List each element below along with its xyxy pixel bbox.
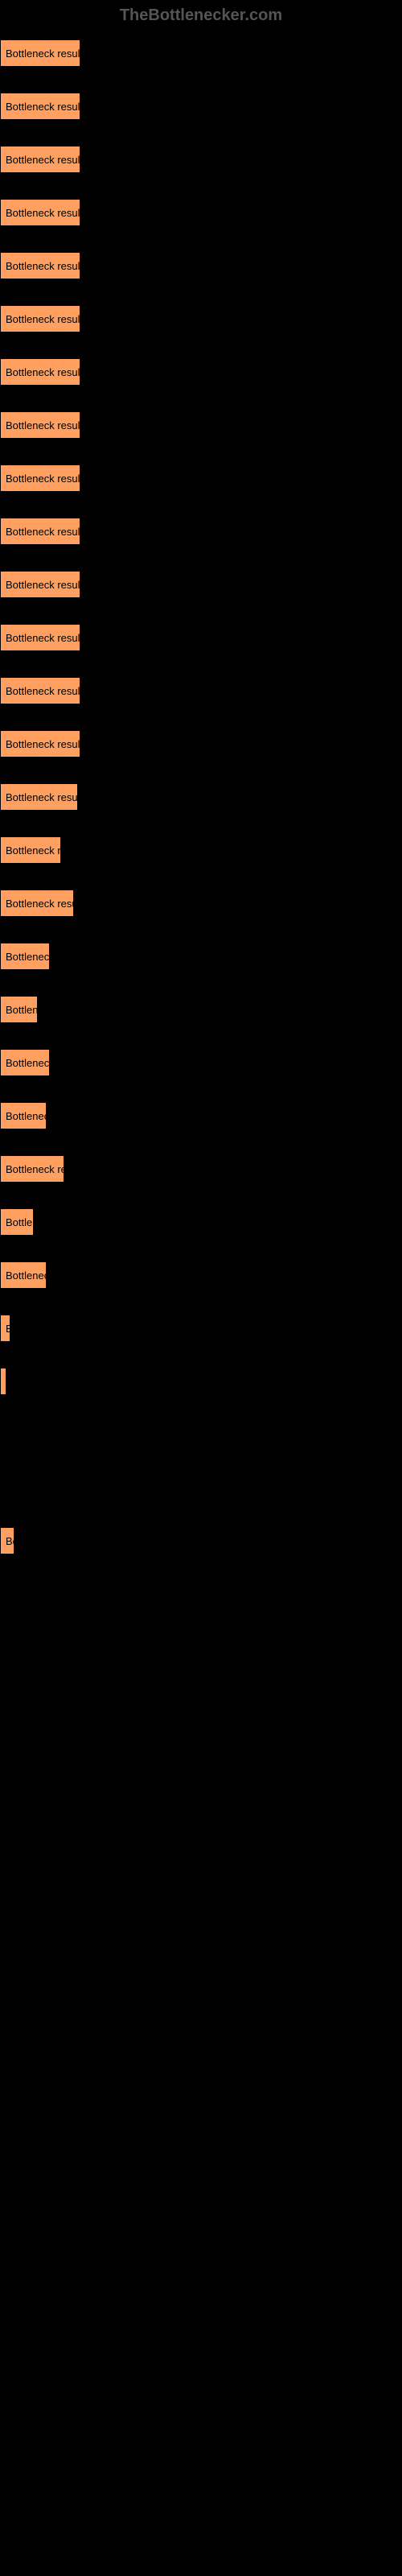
bar-row: Bottlenec (0, 1261, 402, 1289)
bar: Bottleneck result (0, 93, 80, 120)
bar-label: Bottleneck result (6, 473, 80, 485)
bar (0, 1368, 6, 1395)
bar-row: Bottleneck result (0, 252, 402, 279)
bar-chart: Bottleneck result Bottleneck result Bottle… (0, 31, 402, 1588)
bar-label: Bottleneck result (6, 685, 80, 697)
bar-row: Bottleneck result (0, 677, 402, 704)
bar-label: Bottleneck result (6, 47, 80, 60)
bar: Bottlen (0, 996, 38, 1023)
bar: Bottleneck result (0, 464, 80, 492)
bar-row: Bottleneck result (0, 464, 402, 492)
bar-label: Bottleneck (6, 1057, 50, 1069)
bar-row (0, 1421, 402, 1448)
bar: Bottleneck result (0, 305, 80, 332)
bar-label: Bottleneck result (6, 632, 80, 644)
bar: Bottleneck result (0, 730, 80, 758)
bar: Bottlenec (0, 1102, 47, 1129)
bar: Bottleneck result (0, 783, 78, 811)
bar-row: Bottle (0, 1208, 402, 1236)
bar-row: Bottlenec (0, 1102, 402, 1129)
bar-row: Bottleneck result (0, 624, 402, 651)
bar-label: Bottleneck result (6, 313, 80, 325)
bar: Bottleneck result (0, 146, 80, 173)
bar-row: Bottleneck re (0, 1155, 402, 1183)
bar-row: Bottleneck (0, 943, 402, 970)
bar-row (0, 1474, 402, 1501)
bar: Bottleneck result (0, 518, 80, 545)
bar-label: Bottleneck result (6, 101, 80, 113)
bar-row: B (0, 1315, 402, 1342)
bar-label: Bo (6, 1535, 14, 1547)
bar-row: Bottleneck result (0, 146, 402, 173)
bar-label: Bottlenec (6, 1110, 47, 1122)
bar-label: Bottleneck result (6, 579, 80, 591)
bar: Bottleneck r (0, 836, 61, 864)
bar-label: Bottleneck result (6, 154, 80, 166)
bar-label: Bottleneck re (6, 1163, 64, 1175)
bar: Bottleneck result (0, 677, 80, 704)
bar-row: Bottleneck result (0, 518, 402, 545)
header-title: TheBottlenecker.com (120, 6, 282, 24)
bar-label: Bottleneck result (6, 791, 78, 803)
bar-row: Bottleneck result (0, 730, 402, 758)
bar-row: Bottleneck result (0, 39, 402, 67)
bar-label: Bottleneck (6, 951, 50, 963)
bar-row: Bottleneck result (0, 305, 402, 332)
bar-label: Bottleneck result (6, 738, 80, 750)
bar: Bottleneck result (0, 252, 80, 279)
bar-row: Bottleneck result (0, 199, 402, 226)
bar-label: Bottleneck r (6, 844, 61, 857)
bar: Bottleneck result (0, 624, 80, 651)
bar-label: Bottlenec (6, 1269, 47, 1282)
bar-row: Bottleneck result (0, 411, 402, 439)
bar: Bottleneck (0, 943, 50, 970)
bar: Bottlenec (0, 1261, 47, 1289)
bar: Bottleneck result (0, 358, 80, 386)
bar: B (0, 1315, 10, 1342)
bar-label: Bottleneck result (6, 260, 80, 272)
bar: Bottleneck resu (0, 890, 74, 917)
bar-row: Bottleneck result (0, 571, 402, 598)
bar-label: Bottleneck resu (6, 898, 74, 910)
bar: Bottleneck (0, 1049, 50, 1076)
bar-row: Bottleneck resu (0, 890, 402, 917)
bar-row: Bottleneck r (0, 836, 402, 864)
bar-row: Bottleneck result (0, 783, 402, 811)
bar: Bottleneck result (0, 39, 80, 67)
bar: Bottleneck result (0, 411, 80, 439)
bar-label: Bottle (6, 1216, 32, 1228)
bar: Bottleneck re (0, 1155, 64, 1183)
bar: Bottle (0, 1208, 34, 1236)
bar-label: B (6, 1323, 10, 1335)
bar: Bottleneck result (0, 199, 80, 226)
bar-row: Bottlen (0, 996, 402, 1023)
bar-row (0, 1368, 402, 1395)
bar-label: Bottlen (6, 1004, 38, 1016)
bar-label: Bottleneck result (6, 419, 80, 431)
bar: Bottleneck result (0, 571, 80, 598)
bar-label: Bottleneck result (6, 526, 80, 538)
bar-label: Bottleneck result (6, 366, 80, 378)
header: TheBottlenecker.com (0, 0, 402, 31)
bar-row: Bottleneck result (0, 358, 402, 386)
bar-label: Bottleneck result (6, 207, 80, 219)
bar-row: Bottleneck result (0, 93, 402, 120)
bar-row: Bo (0, 1527, 402, 1554)
bar: Bo (0, 1527, 14, 1554)
bar-row: Bottleneck (0, 1049, 402, 1076)
